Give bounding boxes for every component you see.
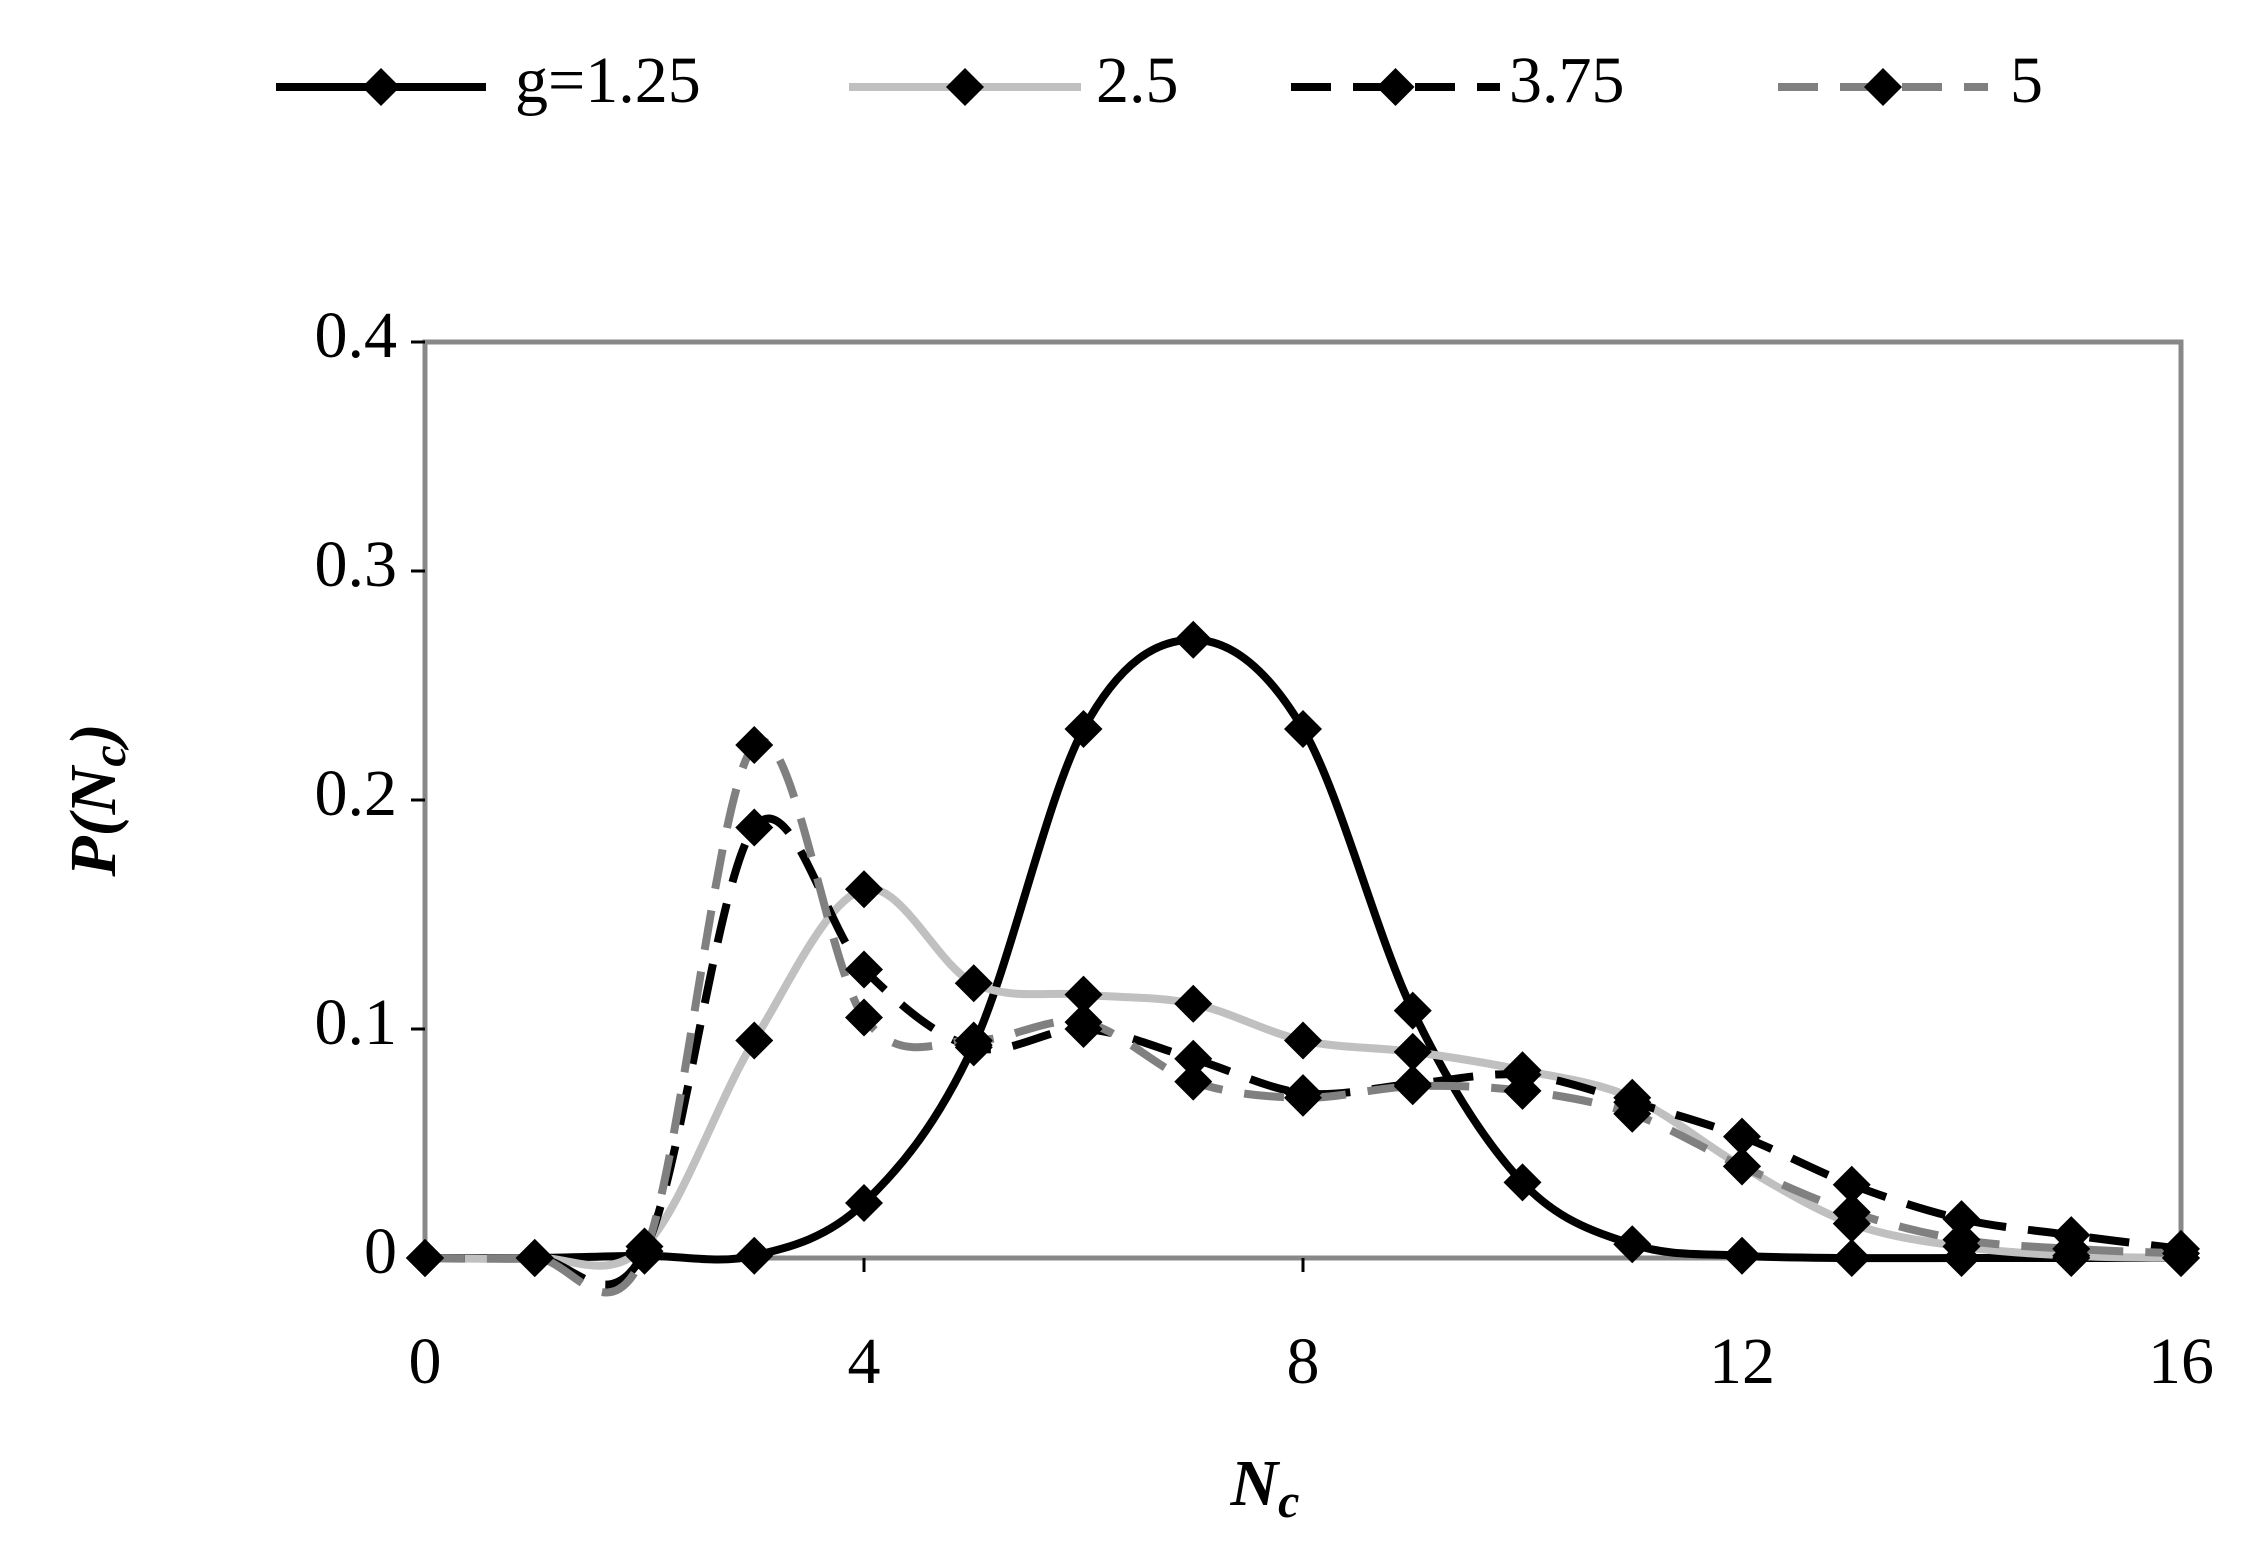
data-point bbox=[2162, 1234, 2200, 1273]
plot-frame bbox=[422, 339, 2184, 1261]
data-point bbox=[1174, 620, 1213, 659]
x-tick-label: 4 bbox=[848, 1325, 881, 1398]
data-point bbox=[1284, 1078, 1322, 1117]
y-tick-label: 0 bbox=[364, 1215, 397, 1288]
data-point bbox=[1723, 1117, 1761, 1156]
x-axis-label: Nc bbox=[1230, 1447, 1300, 1528]
data-point bbox=[1832, 1165, 1871, 1204]
data-point bbox=[1942, 1200, 1981, 1239]
data-point bbox=[515, 1239, 554, 1277]
x-tick-label: 8 bbox=[1287, 1325, 1320, 1398]
data-point bbox=[735, 808, 774, 847]
x-tick-label: 0 bbox=[409, 1325, 442, 1398]
data-point bbox=[735, 1236, 774, 1275]
data-point bbox=[1174, 1062, 1213, 1101]
data-point bbox=[1613, 1225, 1652, 1264]
legend-marker bbox=[1376, 68, 1415, 106]
data-point bbox=[1284, 710, 1322, 749]
y-tick-label: 0.2 bbox=[315, 757, 398, 830]
legend-label: 5 bbox=[2010, 44, 2043, 117]
data-point bbox=[1503, 1071, 1542, 1110]
y-tick-label: 0.1 bbox=[315, 986, 398, 1059]
data-point bbox=[2052, 1229, 2091, 1268]
data-point bbox=[1503, 1163, 1542, 1202]
data-point bbox=[954, 1021, 993, 1060]
data-point bbox=[1723, 1147, 1761, 1186]
data-point bbox=[954, 964, 993, 1003]
data-point bbox=[1064, 975, 1103, 1014]
data-point bbox=[1723, 1236, 1761, 1275]
data-point bbox=[1064, 710, 1103, 749]
x-tick-label: 16 bbox=[2148, 1325, 2214, 1398]
data-point bbox=[1393, 1067, 1432, 1106]
data-point bbox=[845, 1184, 883, 1223]
data-point bbox=[735, 726, 774, 765]
legend-label: g=1.25 bbox=[515, 44, 701, 117]
data-point bbox=[625, 1234, 664, 1273]
x-tick-label: 12 bbox=[1709, 1325, 1775, 1398]
y-label-sub: c bbox=[83, 745, 136, 766]
data-point bbox=[1613, 1094, 1652, 1133]
x-label-main: N bbox=[1230, 1447, 1281, 1520]
legend-label: 2.5 bbox=[1096, 44, 1179, 117]
legend-marker bbox=[1864, 68, 1902, 106]
data-point bbox=[1284, 1021, 1322, 1060]
y-tick-label: 0.4 bbox=[315, 299, 398, 372]
data-point bbox=[845, 950, 883, 989]
data-point bbox=[1064, 1003, 1103, 1042]
data-point bbox=[1832, 1239, 1871, 1277]
y-tick-label: 0.3 bbox=[315, 528, 398, 601]
legend-marker bbox=[362, 68, 400, 106]
data-point bbox=[845, 998, 883, 1037]
data-point bbox=[1942, 1220, 1981, 1259]
y-label-end: ) bbox=[57, 723, 130, 750]
data-point bbox=[1393, 1032, 1432, 1071]
data-point bbox=[1832, 1193, 1871, 1232]
data-point bbox=[406, 1239, 444, 1277]
data-point bbox=[1174, 1039, 1213, 1078]
y-axis-label: P(Nc) bbox=[57, 723, 136, 877]
data-point bbox=[845, 870, 883, 909]
data-point bbox=[735, 1021, 774, 1060]
x-label-sub: c bbox=[1278, 1475, 1299, 1528]
legend-marker bbox=[946, 68, 984, 106]
y-label-main: P(N bbox=[57, 764, 130, 877]
data-point bbox=[1393, 991, 1432, 1030]
data-point bbox=[1174, 984, 1213, 1023]
legend-label: 3.75 bbox=[1509, 44, 1625, 117]
